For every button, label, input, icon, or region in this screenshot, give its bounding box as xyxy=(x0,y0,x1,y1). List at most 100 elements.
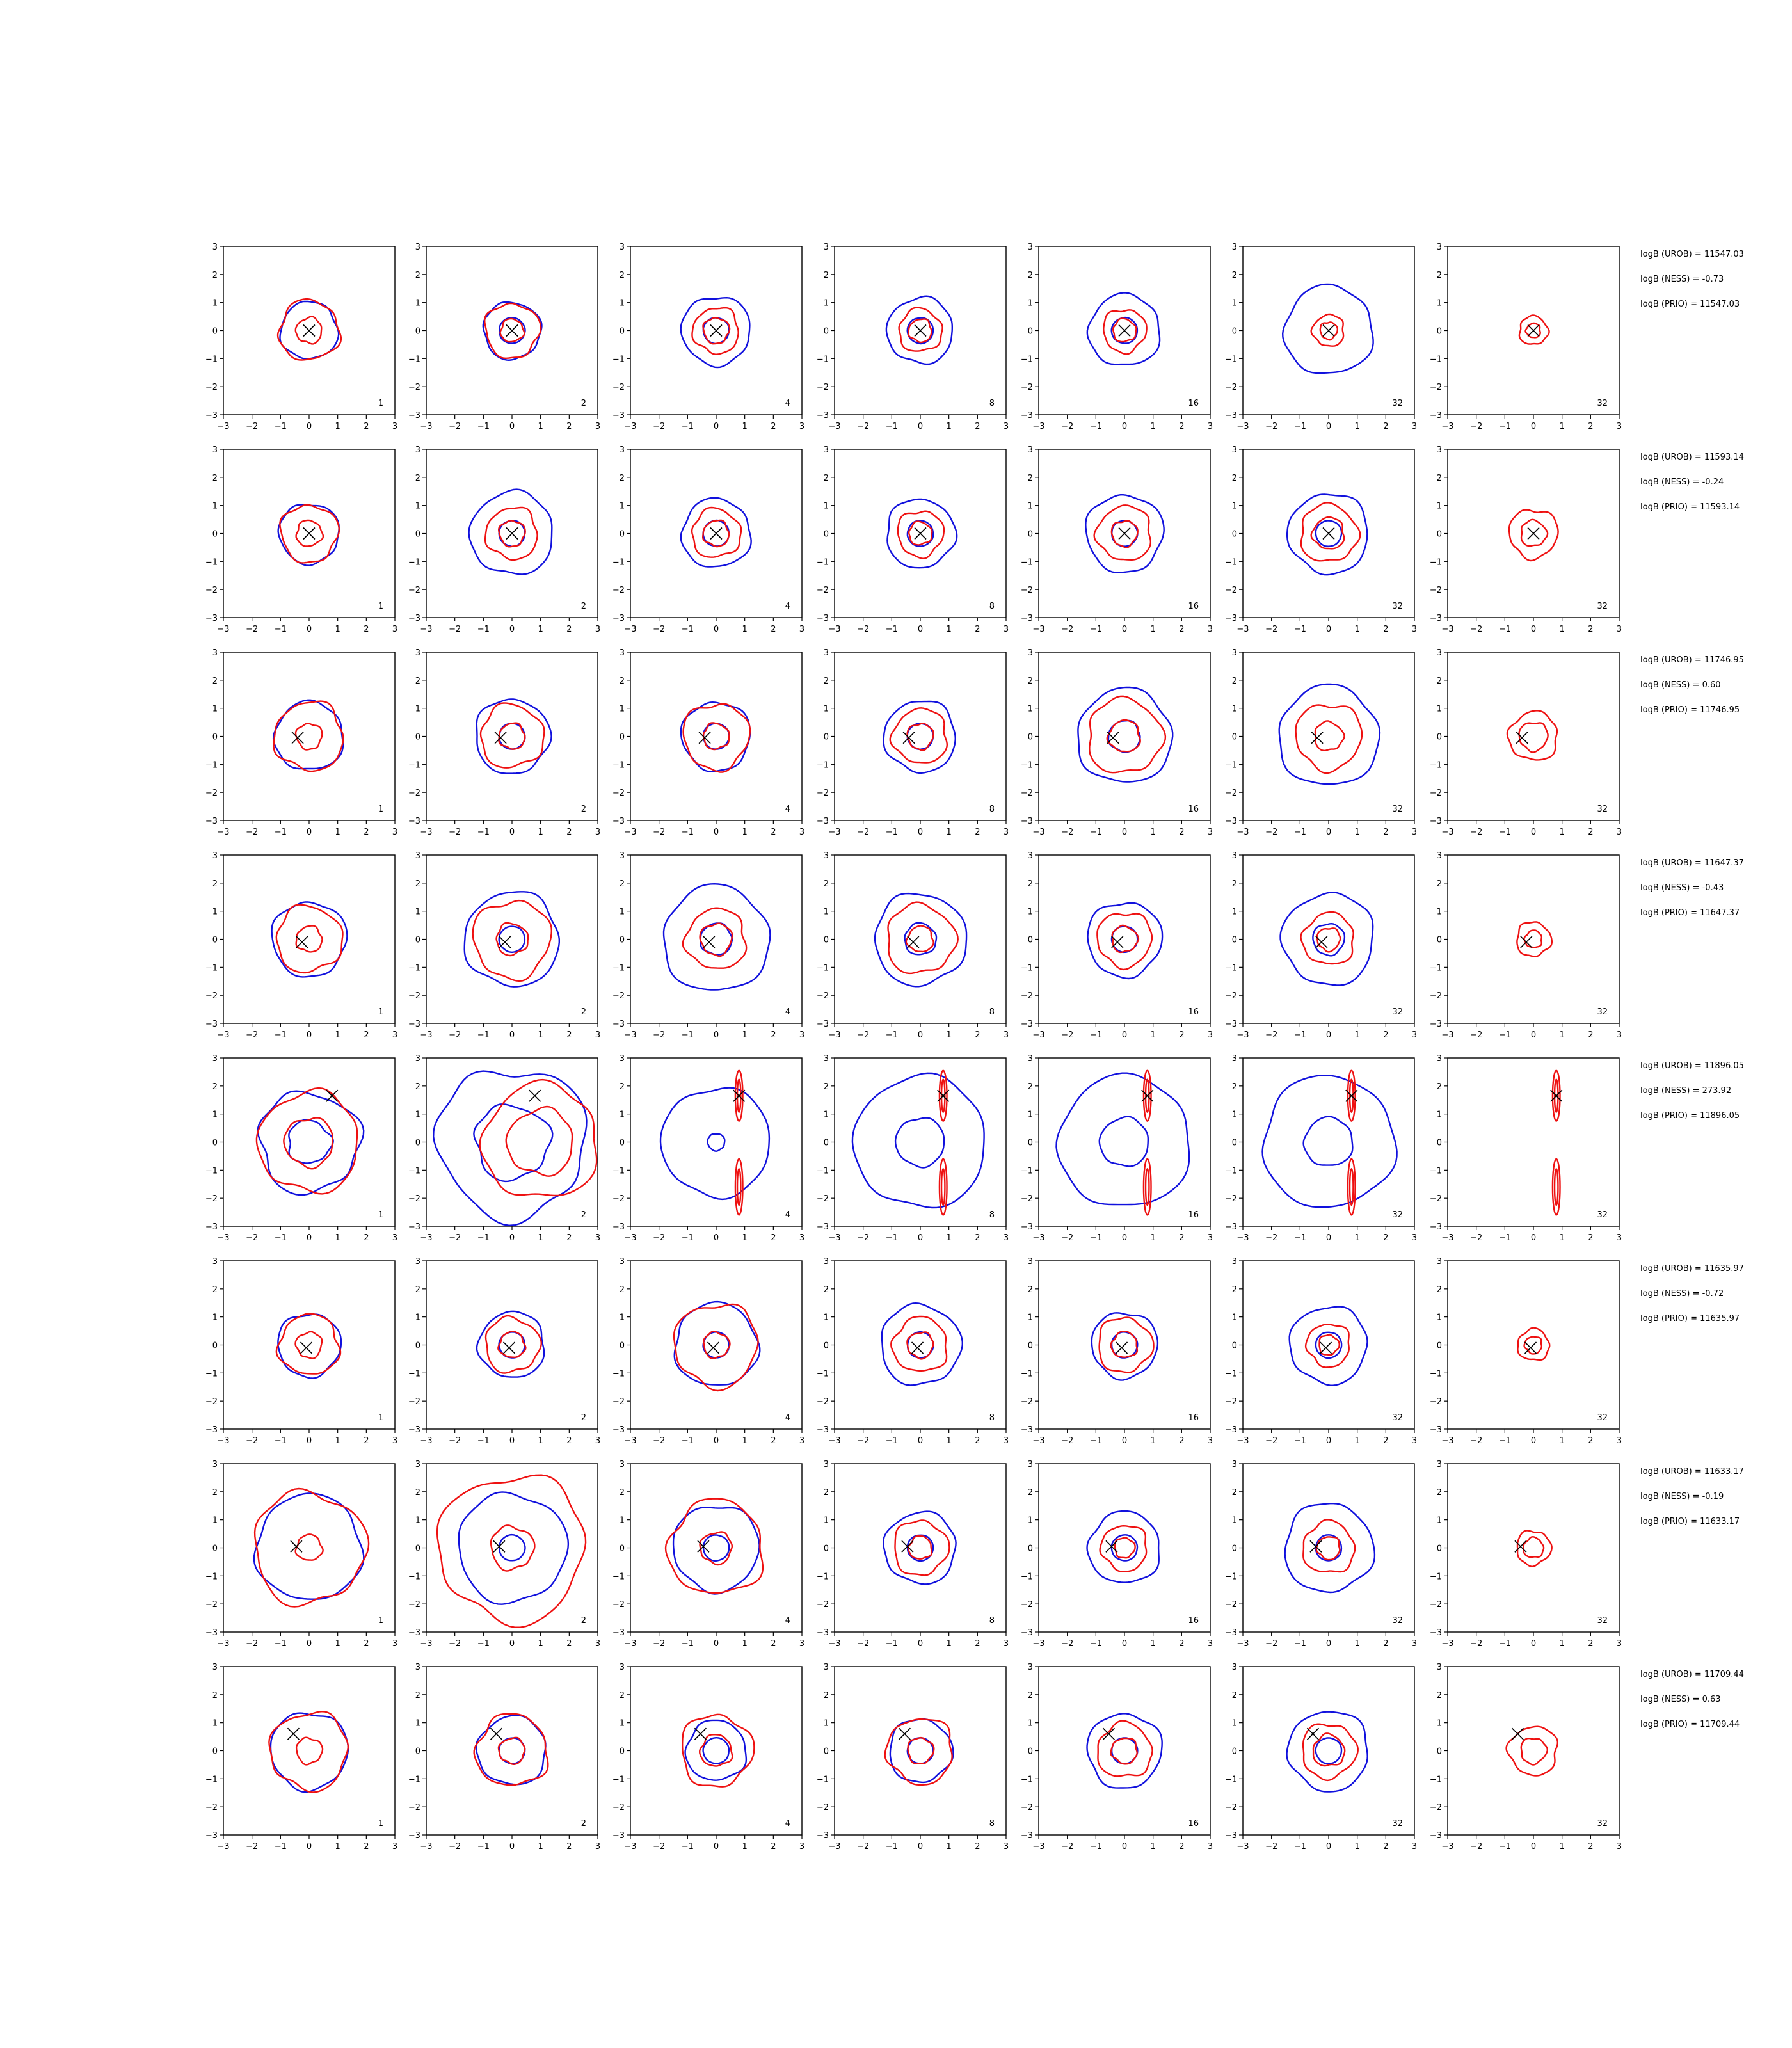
x-tick-label: 0 xyxy=(714,1030,719,1040)
x-tick-label: 2 xyxy=(975,1639,980,1649)
y-tick-label: −2 xyxy=(612,1803,625,1812)
y-tick-label: −3 xyxy=(408,1020,420,1029)
x-tick-label: 2 xyxy=(364,1842,369,1852)
y-tick-label: −3 xyxy=(1225,1425,1237,1435)
true-value-marker xyxy=(502,1341,516,1354)
x-tick-label: −3 xyxy=(420,1436,432,1446)
x-tick-label: 3 xyxy=(1208,1030,1213,1040)
x-tick-label: 2 xyxy=(364,422,369,431)
y-tick-label: −1 xyxy=(408,1166,420,1176)
blue-contour xyxy=(1055,1072,1190,1206)
y-tick-label: 1 xyxy=(620,502,625,511)
y-tick-label: 1 xyxy=(1437,1110,1442,1120)
blue-contour xyxy=(1085,494,1165,573)
y-tick-label: −2 xyxy=(1225,383,1237,392)
y-tick-label: 3 xyxy=(415,1257,420,1267)
plot-area xyxy=(1518,314,1550,345)
red-contour xyxy=(1505,1725,1559,1777)
plot-area xyxy=(1284,1503,1376,1594)
true-value-marker xyxy=(698,732,711,744)
y-tick-label: 3 xyxy=(415,1460,420,1469)
true-value-marker xyxy=(1306,1727,1319,1740)
x-tick-label: −2 xyxy=(857,625,869,634)
y-tick-label: 0 xyxy=(1437,1341,1442,1351)
y-tick-label: −3 xyxy=(1225,411,1237,420)
red-contour xyxy=(1096,913,1153,971)
x-tick-label: 1 xyxy=(538,1639,543,1649)
true-value-marker xyxy=(1118,324,1131,337)
x-tick-label: 3 xyxy=(392,1233,397,1243)
y-tick-label: 2 xyxy=(1437,1285,1442,1295)
blue-contour xyxy=(499,1533,526,1562)
true-value-marker xyxy=(1514,1540,1527,1553)
red-contour xyxy=(1347,1158,1356,1216)
panel-r3-c2: −3−3 −2 −2 −1 −1 0 0 1 1 2 2 3 3 2 xyxy=(408,648,600,837)
red-contour xyxy=(664,1498,764,1594)
x-tick-label: −2 xyxy=(1470,1842,1482,1852)
x-tick-label: −3 xyxy=(1236,1639,1249,1649)
panel-r3-c4: −3 −3 −2 −2 −1 −1 0 0 1 1 2 2 3 3 8 xyxy=(817,648,1009,837)
y-tick-label: 3 xyxy=(620,1663,625,1672)
x-tick-label: 0 xyxy=(714,625,719,634)
x-tick-label: 0 xyxy=(509,1436,515,1446)
x-tick-label: 0 xyxy=(1326,828,1331,837)
plot-area xyxy=(1514,1530,1553,1567)
y-tick-label: 1 xyxy=(1232,1110,1237,1120)
y-tick-label: −2 xyxy=(1021,1600,1033,1610)
x-tick-label: −2 xyxy=(246,1233,258,1243)
x-tick-label: −2 xyxy=(449,1030,461,1040)
y-tick-label: 0 xyxy=(1232,1544,1237,1554)
y-tick-label: −3 xyxy=(1021,1831,1033,1841)
x-tick-label: 1 xyxy=(947,1233,952,1243)
x-tick-label: 3 xyxy=(799,1030,804,1040)
y-tick-label: 3 xyxy=(824,648,829,658)
y-tick-label: 2 xyxy=(1232,271,1237,280)
plot-area xyxy=(1279,892,1374,986)
x-tick-label: 3 xyxy=(595,1233,600,1243)
y-tick-label: 2 xyxy=(1437,1082,1442,1092)
y-tick-label: −1 xyxy=(1225,760,1237,770)
y-tick-label: −2 xyxy=(205,1600,218,1610)
x-tick-label: 1 xyxy=(742,422,748,431)
true-value-marker xyxy=(911,1341,924,1354)
y-tick-label: −1 xyxy=(817,355,829,364)
y-tick-label: −1 xyxy=(408,355,420,364)
x-tick-label: −1 xyxy=(1294,1233,1306,1243)
y-tick-label: 1 xyxy=(212,705,218,714)
panel-label: 2 xyxy=(581,602,586,611)
y-tick-label: 2 xyxy=(1437,676,1442,686)
x-tick-label: −1 xyxy=(682,1030,694,1040)
y-tick-label: −3 xyxy=(1430,411,1442,420)
blue-contour xyxy=(904,922,938,956)
x-tick-label: −1 xyxy=(886,422,898,431)
y-tick-label: 3 xyxy=(1232,1460,1237,1469)
x-tick-label: 2 xyxy=(364,1233,369,1243)
y-tick-label: −3 xyxy=(1430,614,1442,623)
y-tick-label: −3 xyxy=(1225,1222,1237,1232)
x-tick-label: −3 xyxy=(217,1639,229,1649)
y-tick-label: −2 xyxy=(612,1600,625,1610)
x-tick-label: 3 xyxy=(1617,1233,1622,1243)
panel-label: 32 xyxy=(1597,804,1608,814)
x-tick-label: 3 xyxy=(595,1842,600,1852)
true-value-marker xyxy=(1345,1089,1358,1102)
plot-area xyxy=(680,701,751,773)
x-tick-label: 0 xyxy=(918,1639,923,1649)
y-tick-label: 1 xyxy=(824,1516,829,1526)
x-tick-label: 1 xyxy=(1560,1436,1565,1446)
red-contour xyxy=(279,504,340,564)
blue-contour xyxy=(498,925,526,953)
y-tick-label: 1 xyxy=(212,502,218,511)
y-tick-label: 0 xyxy=(415,1747,420,1757)
y-tick-label: 1 xyxy=(212,299,218,308)
y-tick-label: 0 xyxy=(824,1544,829,1554)
x-tick-label: −3 xyxy=(420,828,432,837)
x-tick-label: 1 xyxy=(947,1030,952,1040)
y-tick-label: 2 xyxy=(1437,271,1442,280)
x-tick-label: 3 xyxy=(1208,1842,1213,1852)
x-tick-label: 0 xyxy=(1326,1233,1331,1243)
red-contour xyxy=(483,302,542,360)
panel-label: 32 xyxy=(1597,1007,1608,1017)
panel-r7-c2: −3−3 −2 −2 −1 −1 0 0 1 1 2 2 3 3 2 xyxy=(408,1460,600,1649)
panel-r1-c7: −3 −3 −2 −2 −1 −1 0 0 1 1 2 2 3 3 32 xyxy=(1430,243,1622,431)
